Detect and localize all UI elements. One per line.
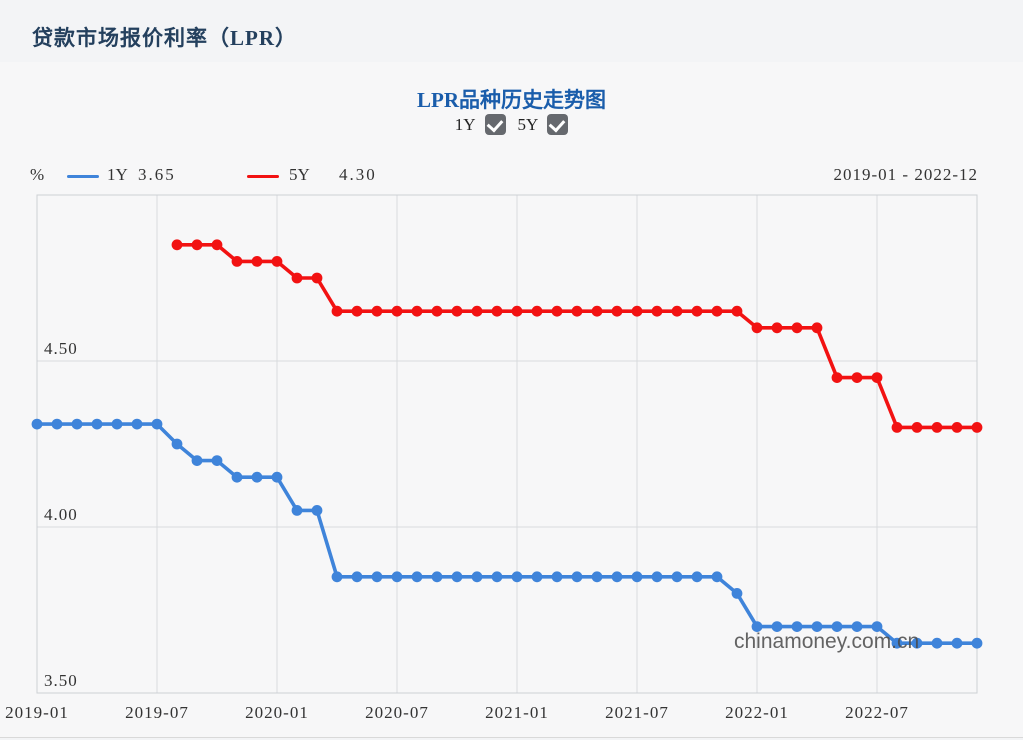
y-tick-label: 3.50 [44,671,78,690]
x-tick-label: 2020-01 [245,703,309,722]
date-range: 2019-01 - 2022-12 [833,165,978,184]
watermark: chinamoney.com.cn [734,630,920,653]
legend-swatch-5y [247,175,279,178]
x-tick-label: 2022-01 [725,703,789,722]
chart-title: LPR品种历史走势图 [417,88,606,112]
y-tick-label: 4.00 [44,505,78,524]
legend-value-1y: 3.65 [138,165,176,184]
toggle-5y-checkbox[interactable] [547,114,569,135]
toggle-1y-label: 1Y [454,114,476,134]
x-tick-label: 2019-01 [5,703,69,722]
x-tick-label: 2022-07 [845,703,909,722]
legend: % 1Y 3.65 5Y 4.30 2019-01 - 2022-12 [0,165,1023,189]
toggle-5y: 5Y [518,114,569,135]
x-tick-label: 2021-01 [485,703,549,722]
x-tick-label: 2021-07 [605,703,669,722]
x-tick-label: 2020-07 [365,703,429,722]
legend-name-1y: 1Y [107,165,128,184]
toggle-1y-checkbox[interactable] [484,114,506,135]
y-tick-label: 4.50 [44,339,78,358]
legend-value-5y: 4.30 [339,165,377,184]
y-axis-unit: % [30,165,45,184]
series-toggle-row: 1Y 5Y [0,114,1023,135]
x-tick-label: 2019-07 [125,703,189,722]
toggle-5y-label: 5Y [517,114,539,134]
legend-name-5y: 5Y [289,165,310,184]
legend-swatch-1y [67,175,99,178]
toggle-1y: 1Y [455,114,506,135]
page-title: 贷款市场报价利率（LPR） [32,26,297,50]
